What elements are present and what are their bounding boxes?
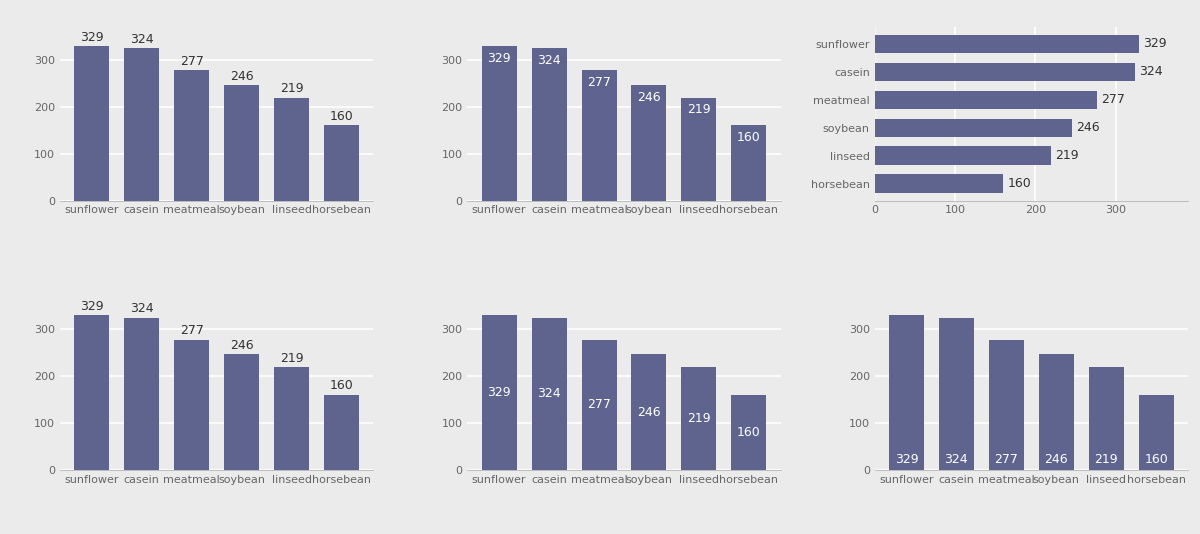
Text: 246: 246 [230,69,253,83]
Bar [1088,367,1123,470]
Bar [875,35,1139,53]
Text: 246: 246 [230,339,253,352]
Bar [889,316,924,470]
Bar [682,367,716,470]
Text: 219: 219 [280,352,304,365]
Bar [875,146,1051,164]
Text: 324: 324 [944,453,968,466]
Text: 277: 277 [587,398,611,411]
Text: 219: 219 [688,412,710,425]
Text: 329: 329 [80,300,103,313]
Text: 160: 160 [330,110,354,123]
Text: 324: 324 [130,302,154,316]
Text: 329: 329 [80,30,103,44]
Text: 324: 324 [538,54,560,67]
Bar [532,318,566,470]
Bar [875,175,1003,193]
Text: 329: 329 [1144,37,1166,50]
Text: 160: 160 [1007,177,1031,190]
Bar [732,125,767,200]
Text: 329: 329 [487,386,511,399]
Text: 160: 160 [737,131,761,144]
Text: 277: 277 [180,55,204,68]
Bar [1139,395,1174,470]
Text: 219: 219 [280,82,304,95]
Text: 277: 277 [1102,93,1126,106]
Bar [324,395,359,470]
Text: 160: 160 [737,426,761,439]
Text: 160: 160 [330,380,354,392]
Text: 324: 324 [538,387,560,400]
Bar [875,119,1073,137]
Text: 246: 246 [637,91,661,104]
Text: 324: 324 [1139,65,1163,78]
Bar [481,316,516,470]
Text: 246: 246 [1044,453,1068,466]
Bar [125,318,160,470]
Bar [324,125,359,200]
Bar [224,355,259,470]
Bar [875,91,1097,109]
Bar [74,46,109,200]
Bar [732,395,767,470]
Bar [1039,355,1074,470]
Bar [582,70,617,200]
Bar [682,98,716,200]
Text: 219: 219 [1094,453,1118,466]
Text: 219: 219 [688,103,710,116]
Bar [224,85,259,200]
Text: 324: 324 [130,33,154,46]
Text: 246: 246 [637,406,661,419]
Bar [582,340,617,470]
Bar [481,46,516,200]
Text: 277: 277 [587,76,611,89]
Text: 277: 277 [995,453,1019,466]
Text: 219: 219 [1055,149,1079,162]
Text: 329: 329 [487,52,511,65]
Bar [174,70,209,200]
Text: 277: 277 [180,325,204,337]
Bar [125,48,160,200]
Bar [938,318,974,470]
Bar [532,48,566,200]
Bar [74,316,109,470]
Bar [631,85,666,200]
Bar [989,340,1024,470]
Text: 160: 160 [1145,453,1168,466]
Text: 329: 329 [894,453,918,466]
Bar [174,340,209,470]
Bar [875,62,1135,81]
Bar [274,98,310,200]
Bar [631,355,666,470]
Bar [274,367,310,470]
Text: 246: 246 [1076,121,1100,134]
